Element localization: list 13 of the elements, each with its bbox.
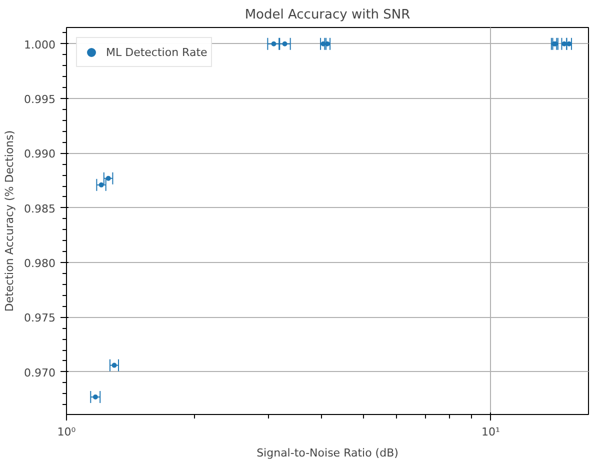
y-tick-label: 0.995 — [24, 93, 56, 106]
y-axis-title: Detection Accuracy (% Dections) — [3, 130, 16, 312]
y-tick-label: 1.000 — [24, 38, 56, 52]
x-tick-label: 10⁰ — [57, 426, 76, 438]
legend-label: ML Detection Rate — [106, 46, 208, 58]
y-tick-label: 0.975 — [24, 312, 56, 325]
x-tick-label: 10¹ — [482, 426, 500, 438]
chart-title: Model Accuracy with SNR — [244, 8, 410, 22]
y-tick-label: 0.985 — [24, 202, 56, 216]
y-tick-label: 0.980 — [24, 257, 56, 270]
x-axis-title: Signal-to-Noise Ratio (dB) — [256, 446, 398, 460]
y-tick-label: 0.990 — [24, 148, 56, 161]
y-tick-label: 0.970 — [24, 366, 56, 380]
